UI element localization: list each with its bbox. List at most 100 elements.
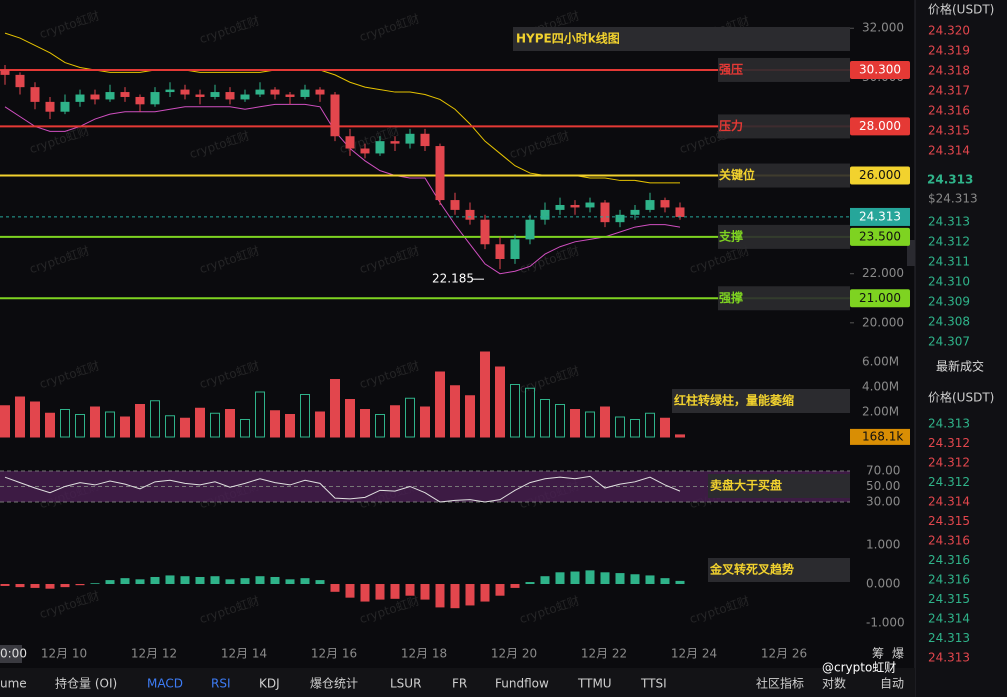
volume-bar <box>390 405 400 438</box>
toolbar-item[interactable]: KDJ <box>259 677 280 691</box>
macd-bar <box>510 584 520 588</box>
macd-bar <box>465 584 475 606</box>
volume-bar <box>315 411 325 438</box>
toolbar-right-item[interactable]: 社区指标 <box>756 676 804 691</box>
volume-bar <box>180 417 190 438</box>
candle-body <box>135 96 145 105</box>
macd-bar <box>105 580 115 585</box>
toolbar-item[interactable]: 持仓量 (OI) <box>55 676 117 691</box>
macd-bar <box>435 584 445 608</box>
candle-body <box>15 74 25 88</box>
macd-bar <box>525 582 535 585</box>
band-line <box>4 103 681 275</box>
volume-bar <box>375 414 385 438</box>
last-price-usd: $24.313 <box>928 192 978 206</box>
toolbar-item[interactable]: TTSI <box>640 677 667 691</box>
volume-bar <box>285 414 295 438</box>
panel-header: 价格(USDT) <box>928 2 994 17</box>
bid-price: 24.308 <box>928 315 970 329</box>
volume-bar <box>630 419 640 438</box>
toolbar-item[interactable]: TTMU <box>577 677 612 691</box>
x-tick-label: 12月 24 <box>671 647 717 661</box>
volume-bar <box>0 405 10 438</box>
volume-bar <box>510 384 520 438</box>
candle-body <box>540 209 550 220</box>
annotation: 卖盘大于买盘 <box>710 478 782 493</box>
volume-bar <box>270 410 280 438</box>
toolbar-item[interactable]: Fundflow <box>495 677 549 691</box>
macd-bar <box>60 584 70 588</box>
y-tick-label: 22.000 <box>862 266 904 280</box>
level-label-box <box>718 57 850 82</box>
volume-bar <box>210 412 220 438</box>
macd-bar <box>300 578 310 585</box>
volume-bar <box>105 411 115 438</box>
last-price-box <box>850 207 910 226</box>
volume-bar <box>465 395 475 438</box>
toolbar-right-item[interactable]: 自动 <box>880 677 904 691</box>
volume-bar <box>600 406 610 438</box>
volume-bar <box>225 409 235 438</box>
trade-price: 24.316 <box>928 553 970 567</box>
trade-price: 24.313 <box>928 417 970 431</box>
volume-bar <box>615 416 625 438</box>
ask-price: 24.318 <box>928 64 970 78</box>
volume-bar <box>45 412 55 438</box>
level-name: 关键位 <box>719 167 755 182</box>
macd-bar <box>315 580 325 585</box>
macd-bar <box>15 584 25 588</box>
candle-body <box>345 136 355 149</box>
bid-price: 24.313 <box>928 215 970 229</box>
macd-bar <box>255 576 265 585</box>
watermark: @crypto虹财 <box>822 661 896 675</box>
trade-price: 24.312 <box>928 436 970 450</box>
toolbar-item[interactable]: 爆仓统计 <box>310 677 358 691</box>
volume-bar <box>240 419 250 438</box>
volume-tick-label: 2.00M <box>862 405 899 419</box>
toolbar-item[interactable]: LSUR <box>390 677 421 691</box>
toolbar-item[interactable]: RSI <box>211 677 231 691</box>
candle-body <box>645 200 655 210</box>
toolbar-right-item[interactable]: 对数 <box>822 676 846 691</box>
macd-bar <box>390 584 400 599</box>
last-price-big: 24.313 <box>927 173 973 187</box>
candle-body <box>315 89 325 95</box>
volume-bar <box>405 397 415 438</box>
trade-price: 24.313 <box>928 631 970 645</box>
volume-tick-label: 6.00M <box>862 355 899 369</box>
cursor-time-box <box>0 645 22 663</box>
candle-body <box>30 87 40 102</box>
volume-bar <box>60 409 70 438</box>
last-price-tag: 24.313 <box>859 209 901 223</box>
toolbar-item[interactable]: ume <box>0 677 27 691</box>
x-tick-label: 12月 12 <box>131 647 177 661</box>
volume-bar <box>195 407 205 438</box>
macd-bar <box>360 584 370 602</box>
trade-price: 24.314 <box>928 612 970 626</box>
macd-bar <box>375 584 385 600</box>
rsi-tick-label: 70.00 <box>866 463 900 477</box>
volume-bar <box>165 415 175 438</box>
side-icon[interactable]: 爆 <box>892 647 904 661</box>
candle-body <box>195 94 205 97</box>
collapse-handle[interactable] <box>907 240 915 266</box>
macd-bar <box>0 584 10 586</box>
candle-body <box>660 200 670 208</box>
ask-price: 24.314 <box>928 144 970 158</box>
side-icon[interactable]: 筹 <box>872 647 884 661</box>
candle-body <box>510 239 520 259</box>
candle-body <box>585 202 595 208</box>
candle-body <box>615 214 625 223</box>
candle-body <box>285 94 295 97</box>
level-name: 强压 <box>719 62 743 76</box>
macd-bar <box>30 584 40 588</box>
macd-bar <box>135 579 145 585</box>
toolbar-item[interactable]: FR <box>452 677 467 691</box>
macd-bar <box>75 584 85 586</box>
trade-price: 24.314 <box>928 495 970 509</box>
volume-last-box <box>850 428 910 445</box>
toolbar-item[interactable]: MACD <box>147 677 183 691</box>
macd-bar <box>120 578 130 585</box>
macd-bar <box>675 580 685 585</box>
macd-bar <box>405 584 415 596</box>
